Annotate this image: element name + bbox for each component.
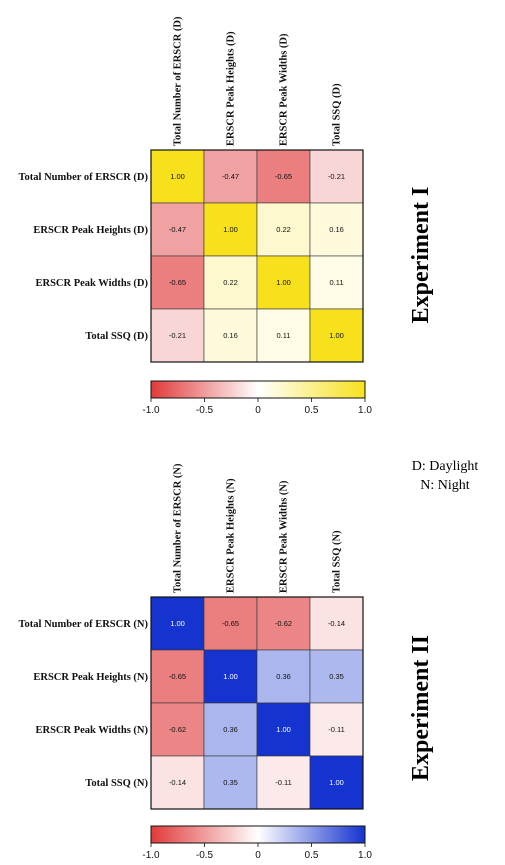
cell-value-label: -0.65 (169, 278, 186, 287)
heatmap-cell (150, 202, 205, 257)
heatmap-panel-2: 1.00 -0.65 -0.62 -0.14-0.65 1.00 0.36 0.35-0.6… (18, 463, 434, 861)
cell-value-label: 0.16 (223, 331, 238, 340)
cell-value-label: -0.47 (169, 225, 186, 234)
cell-value-label: 1.00 (329, 331, 344, 340)
cell-value-label: 1.00 (170, 619, 185, 628)
cell-value-label: 0.11 (329, 278, 343, 287)
heatmap-cell (203, 702, 258, 757)
cell-value-label: 0.36 (223, 725, 238, 734)
cell-value-label: -0.21 (328, 172, 345, 181)
cell-value-label: 1.00 (276, 725, 291, 734)
colorbar-tick-label: -0.5 (196, 405, 214, 416)
heatmap-cell (203, 308, 258, 363)
colorbar-tick-label: 1.0 (358, 405, 372, 416)
cell-value-label: 1.00 (223, 672, 238, 681)
row-label: Total SSQ (D) (85, 331, 148, 342)
cell-value-label: 1.00 (170, 172, 185, 181)
heatmap-cell (150, 755, 205, 810)
heatmap-cell (203, 649, 258, 704)
experiment-title: Experiment I (408, 187, 434, 324)
row-label: ERSCR Peak Widths (N) (35, 725, 148, 736)
column-label: Total Number of ERSCR (D) (173, 16, 184, 146)
colorbar (150, 380, 366, 399)
experiment-title: Experiment II (408, 635, 434, 781)
row-label: ERSCR Peak Heights (N) (33, 672, 148, 683)
row-label: ERSCR Peak Heights (D) (33, 225, 148, 236)
column-label: ERSCR Peak Heights (D) (226, 31, 237, 146)
legend-note-night: N: Night (420, 478, 470, 493)
cell-value-label: 0.22 (223, 278, 238, 287)
column-label: Total SSQ (N) (332, 530, 343, 593)
heatmap-cell (203, 202, 258, 257)
cell-value-label: -0.14 (169, 778, 186, 787)
row-label: ERSCR Peak Widths (D) (35, 278, 148, 289)
heatmap-cell (203, 755, 258, 810)
heatmap-border (150, 149, 364, 363)
cell-value-label: 0.35 (223, 778, 238, 787)
heatmap-cell (150, 702, 205, 757)
cell-value-label: -0.65 (222, 619, 239, 628)
heatmap-cell (309, 255, 364, 310)
heatmap-cell (309, 202, 364, 257)
colorbar-tick-label: -1.0 (142, 405, 160, 416)
column-label: Total Number of ERSCR (N) (173, 463, 184, 593)
cell-value-label: 0.36 (276, 672, 291, 681)
colorbar-tick-label: -1.0 (142, 850, 160, 861)
row-label: Total SSQ (N) (85, 778, 148, 789)
cell-value-label: 1.00 (223, 225, 238, 234)
cell-value-label: -0.47 (222, 172, 239, 181)
cell-value-label: 1.00 (329, 778, 344, 787)
heatmap-cell (256, 596, 311, 651)
legend-note-daylight: D: Daylight (412, 459, 479, 474)
column-label: ERSCR Peak Heights (N) (226, 478, 237, 593)
cell-value-label: -0.11 (275, 778, 292, 787)
heatmap-cell (150, 649, 205, 704)
cell-value-label: -0.65 (169, 672, 186, 681)
heatmap-cell (150, 149, 205, 204)
cell-value-label: -0.62 (275, 619, 292, 628)
cell-value-label: 1.00 (276, 278, 291, 287)
heatmap-border (150, 596, 364, 810)
colorbar-tick-label: 1.0 (358, 850, 372, 861)
cell-value-label: -0.62 (169, 725, 186, 734)
cell-value-label: -0.11 (328, 725, 345, 734)
heatmap-cell (309, 308, 364, 363)
heatmap-panel-1: 1.00 -0.47 -0.65 -0.21-0.47 1.00 0.22 0.16-0.6… (18, 16, 434, 416)
cell-value-label: -0.21 (169, 331, 186, 340)
row-label: Total Number of ERSCR (N) (18, 619, 148, 630)
heatmap-cell (256, 308, 311, 363)
colorbar-tick-label: 0.5 (305, 850, 319, 861)
cell-value-label: 0.22 (276, 225, 291, 234)
column-label: ERSCR Peak Widths (N) (279, 480, 290, 593)
heatmap-cell (309, 149, 364, 204)
heatmap-cell (256, 649, 311, 704)
colorbar-tick-label: 0 (255, 405, 261, 416)
cell-value-label: -0.65 (275, 172, 292, 181)
colorbar-tick-label: -0.5 (196, 850, 214, 861)
heatmap-cell (150, 596, 205, 651)
colorbar-tick-label: 0 (255, 850, 261, 861)
cell-value-label: 0.11 (276, 331, 290, 340)
row-label: Total Number of ERSCR (D) (18, 172, 148, 183)
heatmap-cell (150, 308, 205, 363)
heatmap-cell (309, 755, 364, 810)
colorbar (150, 825, 366, 844)
colorbar-tick-label: 0.5 (305, 405, 319, 416)
heatmap-cell (203, 149, 258, 204)
cell-value-label: 0.16 (329, 225, 344, 234)
cell-value-label: 0.35 (329, 672, 344, 681)
heatmap-cell (309, 596, 364, 651)
column-label: ERSCR Peak Widths (D) (279, 33, 290, 146)
column-label: Total SSQ (D) (332, 83, 343, 146)
heatmap-cell (203, 255, 258, 310)
cell-value-label: -0.14 (328, 619, 345, 628)
